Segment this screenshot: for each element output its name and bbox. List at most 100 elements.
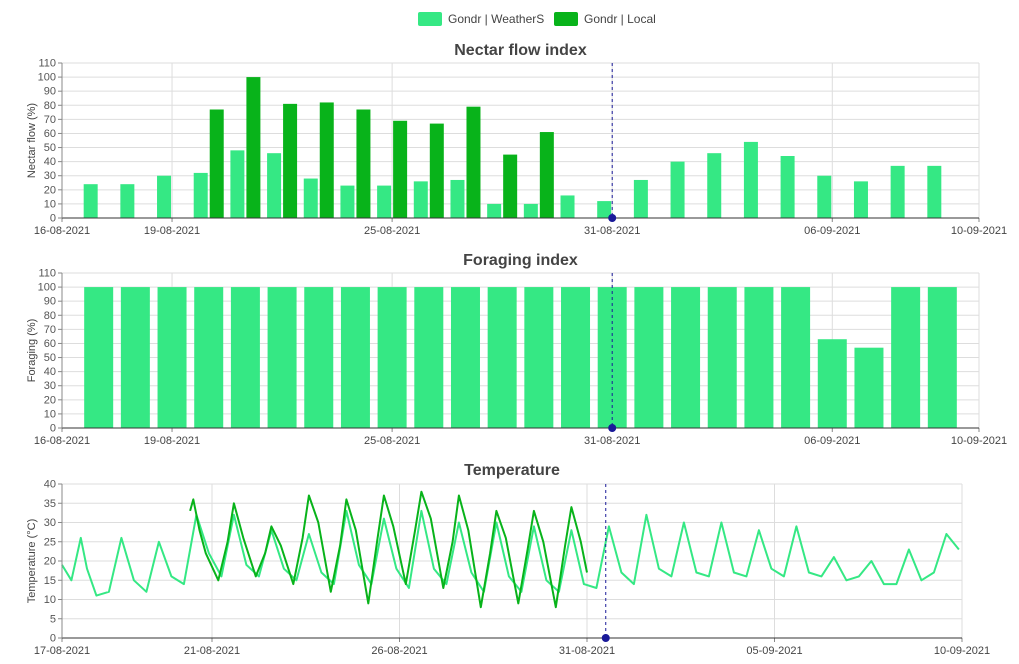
x-tick-label: 21-08-2021 bbox=[184, 645, 240, 657]
bar-weathers bbox=[633, 179, 648, 218]
bar-local bbox=[503, 154, 518, 218]
y-tick-label: 70 bbox=[44, 114, 56, 126]
chart-panel-3: Temperature 0 5 10 15 20 25 30 35 40 17-08-2021 21-… bbox=[26, 462, 990, 657]
bar-weathers bbox=[267, 153, 282, 218]
y-tick-label: 40 bbox=[44, 366, 56, 378]
x-tick-label: 10-09-2021 bbox=[951, 225, 1007, 237]
y-tick-label: 40 bbox=[44, 479, 56, 491]
bar-weathers bbox=[523, 203, 538, 218]
legend-label-weathers: Gondr | WeatherS bbox=[448, 12, 545, 26]
y-tick-label: 0 bbox=[50, 213, 56, 225]
bar-weathers bbox=[413, 181, 428, 218]
x-tick-label: 06-09-2021 bbox=[804, 225, 860, 237]
bar-weathers bbox=[817, 339, 847, 428]
y-tick-label: 110 bbox=[38, 268, 56, 280]
line-weathers bbox=[61, 509, 960, 597]
line-local bbox=[189, 490, 588, 609]
bar-weathers bbox=[597, 201, 612, 218]
y-tick-label: 20 bbox=[44, 394, 56, 406]
y-tick-label: 90 bbox=[44, 296, 56, 308]
bar-weathers bbox=[157, 175, 172, 218]
bar-weathers bbox=[524, 287, 554, 428]
current-date-marker bbox=[608, 214, 617, 222]
bar-weathers bbox=[817, 175, 832, 218]
y-tick-label: 30 bbox=[44, 517, 56, 529]
y-tick-label: 110 bbox=[38, 58, 56, 70]
y-tick-label: 20 bbox=[44, 556, 56, 568]
x-tick-label: 31-08-2021 bbox=[584, 435, 640, 447]
bar-weathers bbox=[891, 287, 921, 428]
bar-weathers bbox=[487, 287, 517, 428]
bar-weathers bbox=[670, 161, 685, 218]
y-tick-label: 15 bbox=[44, 575, 56, 587]
bar-local bbox=[429, 123, 444, 218]
bar-weathers bbox=[671, 287, 701, 428]
bar-weathers bbox=[157, 287, 187, 428]
legend-swatch-local bbox=[554, 12, 578, 26]
bar-weathers bbox=[340, 287, 370, 428]
bar-weathers bbox=[450, 287, 480, 428]
bar-weathers bbox=[854, 347, 884, 428]
y-tick-label: 70 bbox=[44, 324, 56, 336]
legend-swatch-weathers bbox=[418, 12, 442, 26]
bar-weathers bbox=[707, 287, 737, 428]
bar-weathers bbox=[193, 172, 208, 218]
bar-weathers bbox=[304, 287, 334, 428]
bar-local bbox=[356, 109, 371, 218]
bar-weathers bbox=[194, 287, 224, 428]
bar-weathers bbox=[634, 287, 664, 428]
x-tick-label: 31-08-2021 bbox=[584, 225, 640, 237]
y-tick-label: 50 bbox=[44, 352, 56, 364]
bar-weathers bbox=[890, 165, 905, 218]
chart-title: Nectar flow index bbox=[454, 42, 587, 59]
y-tick-label: 10 bbox=[44, 594, 56, 606]
x-tick-label: 17-08-2021 bbox=[34, 645, 90, 657]
x-tick-label: 10-09-2021 bbox=[934, 645, 990, 657]
y-tick-label: 10 bbox=[44, 198, 56, 210]
bar-weathers bbox=[487, 203, 502, 218]
bar-weathers bbox=[267, 287, 297, 428]
bar-weathers bbox=[83, 184, 98, 218]
bar-weathers bbox=[120, 184, 135, 218]
current-date-marker bbox=[608, 424, 617, 432]
bar-weathers bbox=[303, 178, 318, 218]
y-tick-label: 0 bbox=[50, 633, 56, 645]
current-date-marker bbox=[601, 634, 610, 642]
y-axis-label: Nectar flow (%) bbox=[26, 103, 38, 178]
legend-item-weathers[interactable]: Gondr | WeatherS bbox=[418, 10, 544, 28]
y-axis-label: Foraging (%) bbox=[26, 319, 38, 383]
y-tick-label: 100 bbox=[38, 282, 56, 294]
bar-weathers bbox=[230, 150, 245, 218]
bar-local bbox=[319, 102, 334, 218]
legend-label-local: Gondr | Local bbox=[584, 12, 656, 26]
y-tick-label: 40 bbox=[44, 156, 56, 168]
legend-item-local[interactable]: Gondr | Local bbox=[554, 10, 656, 28]
y-tick-label: 60 bbox=[44, 128, 56, 140]
y-tick-label: 5 bbox=[50, 613, 56, 625]
bar-local bbox=[209, 109, 224, 218]
y-tick-label: 35 bbox=[44, 498, 56, 510]
x-tick-label: 31-08-2021 bbox=[559, 645, 615, 657]
y-tick-label: 25 bbox=[44, 536, 56, 548]
x-tick-label: 25-08-2021 bbox=[364, 435, 420, 447]
x-tick-label: 06-09-2021 bbox=[804, 435, 860, 447]
y-tick-label: 20 bbox=[44, 184, 56, 196]
x-tick-label: 26-08-2021 bbox=[371, 645, 427, 657]
x-tick-label: 10-09-2021 bbox=[951, 435, 1007, 447]
y-tick-label: 80 bbox=[44, 310, 56, 322]
y-tick-label: 60 bbox=[44, 338, 56, 350]
legend: Gondr | WeatherS Gondr | Local bbox=[0, 10, 1019, 28]
bar-weathers bbox=[377, 185, 392, 218]
bar-local bbox=[393, 120, 408, 218]
y-tick-label: 90 bbox=[44, 86, 56, 98]
bar-weathers bbox=[744, 287, 774, 428]
chart-panel-1: Nectar flow index 0 10 20 30 40 50 60 70 80 90 100 1… bbox=[26, 42, 1007, 237]
y-tick-label: 80 bbox=[44, 100, 56, 112]
bar-local bbox=[283, 103, 298, 218]
y-tick-label: 30 bbox=[44, 170, 56, 182]
bar-weathers bbox=[230, 287, 260, 428]
x-tick-label: 19-08-2021 bbox=[144, 225, 200, 237]
x-tick-label: 16-08-2021 bbox=[34, 435, 90, 447]
x-tick-label: 05-09-2021 bbox=[746, 645, 802, 657]
y-tick-label: 10 bbox=[44, 408, 56, 420]
